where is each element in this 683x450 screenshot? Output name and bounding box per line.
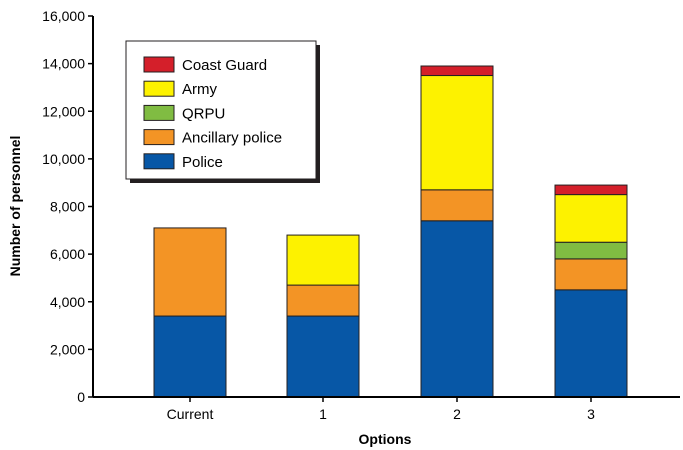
legend-label-coast-guard: Coast Guard — [182, 57, 267, 74]
y-tick-label: 10,000 — [42, 151, 85, 167]
x-tick-label: 1 — [319, 406, 327, 422]
y-axis-title: Number of personnel — [7, 136, 23, 277]
x-tick-label: 2 — [453, 406, 461, 422]
legend-swatch-ancillary-police — [143, 129, 175, 146]
y-tick-label: 16,000 — [42, 8, 85, 24]
y-tick-label: 14,000 — [42, 56, 85, 72]
legend-swatch-qrpu — [143, 104, 175, 121]
bar-segment-ancillary-police-3 — [420, 189, 494, 222]
y-tick-group: 0 2,000 4,000 6,000 8,000 10,000 12,000 14,000 1… — [42, 8, 93, 405]
bar-segment-ancillary-police-2 — [286, 284, 360, 317]
y-tick-label: 4,000 — [50, 294, 85, 310]
bar-segment-police-4 — [554, 289, 628, 398]
legend-swatch-army — [143, 80, 175, 97]
bar-segment-army-2 — [286, 234, 360, 286]
y-tick-label: 0 — [77, 389, 85, 405]
bar-segment-police-3 — [420, 220, 494, 398]
bar-segment-ancillary-police-1 — [153, 227, 227, 317]
x-tick-label: 3 — [587, 406, 595, 422]
bar-segment-ancillary-police-4 — [554, 258, 628, 291]
bar-segment-army-4 — [554, 194, 628, 243]
bars-group — [153, 65, 628, 398]
x-tick-group: Current 1 2 3 — [167, 397, 595, 422]
legend: Coast Guard Army QRPU Ancillary police Polic… — [125, 40, 320, 183]
y-tick-label: 2,000 — [50, 341, 85, 357]
y-tick-label: 6,000 — [50, 246, 85, 262]
legend-swatch-police — [143, 153, 175, 170]
bar-segment-qrpu-4 — [554, 241, 628, 260]
legend-label-qrpu: QRPU — [182, 105, 225, 122]
x-axis-title: Options — [359, 431, 412, 447]
bar-segment-army-3 — [420, 75, 494, 191]
bar-segment-coast-guard-4 — [554, 184, 628, 196]
legend-label-ancillary-police: Ancillary police — [182, 130, 282, 147]
bar-segment-coast-guard-3 — [420, 65, 494, 77]
y-tick-label: 8,000 — [50, 199, 85, 215]
y-tick-label: 12,000 — [42, 103, 85, 119]
legend-swatch-coast-guard — [143, 56, 175, 73]
legend-label-police: Police — [182, 154, 223, 171]
legend-label-army: Army — [182, 81, 217, 98]
x-tick-label: Current — [167, 406, 214, 422]
bar-segment-police-2 — [286, 315, 360, 398]
bar-segment-police-1 — [153, 315, 227, 398]
